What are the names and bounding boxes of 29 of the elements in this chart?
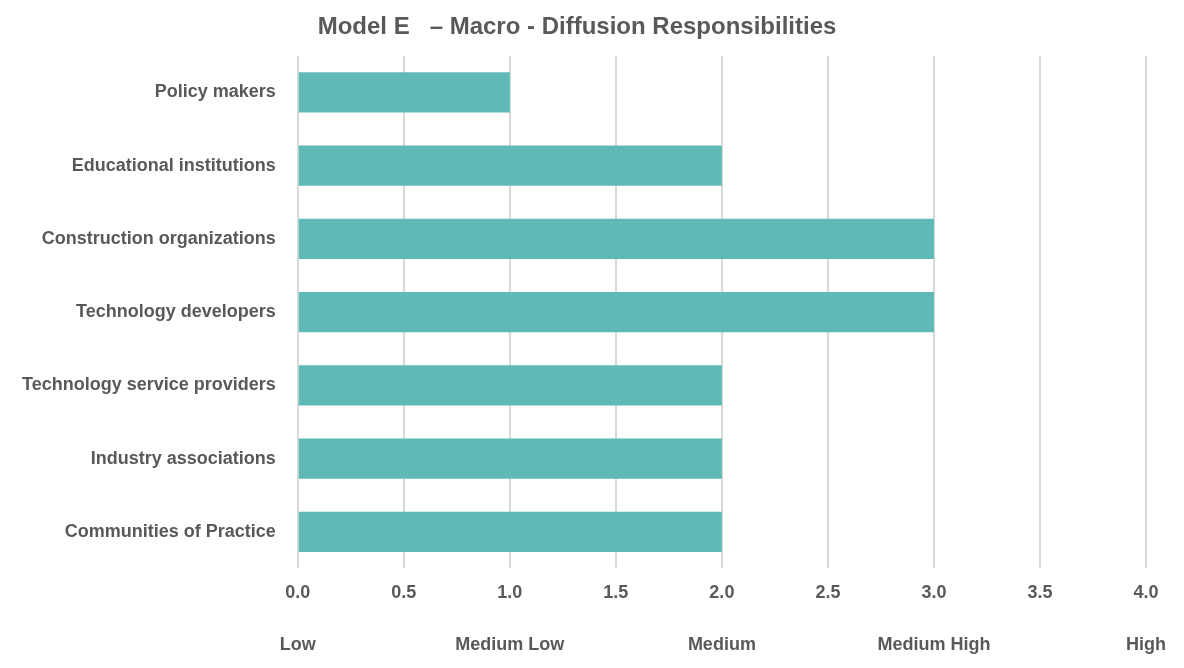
y-tick-label: Educational institutions (71, 154, 276, 175)
y-tick-label: Communities of Practice (64, 520, 276, 541)
text: Low (279, 633, 317, 654)
y-tick-label: Policy makers (154, 81, 276, 102)
x-tick-label: 0.0 (285, 582, 311, 603)
bar (298, 365, 722, 406)
x-tick-label: 2.0 (709, 582, 735, 603)
text: Medium Low (455, 633, 566, 654)
bar (298, 438, 722, 479)
x-tick-label: 3.0 (921, 582, 947, 603)
y-tick-label: Technology service providers (21, 374, 276, 395)
x-tick-label: 4.0 (1133, 582, 1159, 603)
bar (298, 218, 934, 260)
y-tick-label: Technology developers (76, 301, 276, 322)
chart-title: Model E – Macro - Diffusion Responsibilities (317, 12, 837, 40)
x-tick-label: 1.5 (603, 582, 629, 603)
text: High (1126, 633, 1166, 654)
bar (298, 72, 510, 113)
x-tick-label: 1.0 (497, 582, 523, 603)
x-tick-label: 0.5 (391, 582, 417, 603)
y-tick-label: Industry associations (90, 447, 276, 468)
text: Medium (687, 633, 756, 654)
text: Medium High (877, 633, 991, 654)
bar (298, 145, 722, 186)
x-tick-label: 3.5 (1027, 582, 1053, 603)
bar (298, 511, 722, 552)
x-tick-label: 2.5 (815, 582, 841, 603)
y-tick-label: Construction organizations (41, 227, 276, 248)
bar (298, 291, 934, 333)
